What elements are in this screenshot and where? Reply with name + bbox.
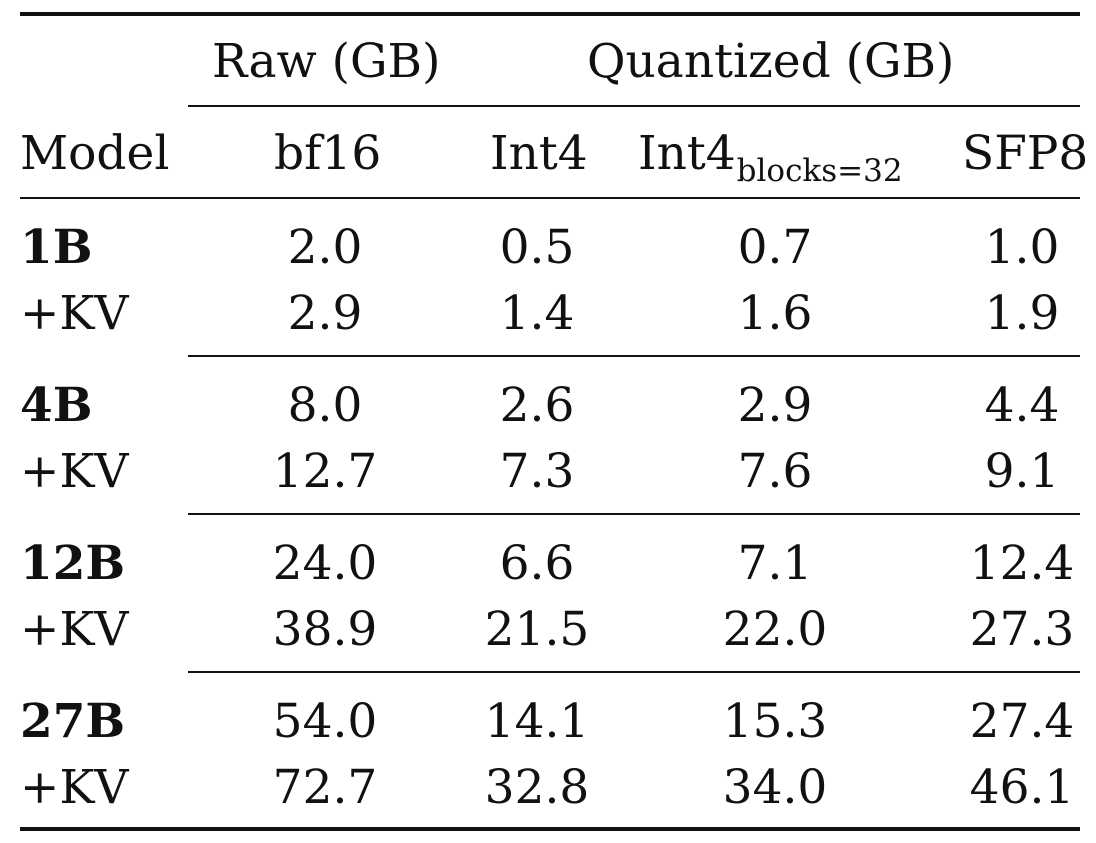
table-row-int4-blocks-cell: 34.0 <box>722 760 828 815</box>
table-row-bf16-cell: 2.9 <box>287 286 363 341</box>
table-row-sfp8-cell: 27.3 <box>969 602 1075 657</box>
table-row-int4-blocks-cell: 0.7 <box>737 220 813 275</box>
table-row-model-cell: 1B <box>20 220 93 275</box>
column-header-sfp8: SFP8 <box>962 126 1089 181</box>
table-row-model-cell: 12B <box>20 536 126 591</box>
table-row-int4-blocks-cell: 7.1 <box>737 536 813 591</box>
raw-group-header: Raw (GB) <box>212 34 441 89</box>
table-row-sfp8-cell: 9.1 <box>984 444 1060 499</box>
table-row-bf16-cell: 38.9 <box>272 602 378 657</box>
table-row-int4-blocks-cell: 1.6 <box>737 286 813 341</box>
table-row-model-cell: +KV <box>20 602 129 657</box>
table-row-int4-blocks-cell: 2.9 <box>737 378 813 433</box>
column-header-model: Model <box>20 126 170 181</box>
table-row-model-cell: +KV <box>20 760 129 815</box>
table-row-int4-blocks-cell: 7.6 <box>737 444 813 499</box>
table-row-int4-cell: 6.6 <box>499 536 575 591</box>
table-row-int4-cell: 7.3 <box>499 444 575 499</box>
table-row-sfp8-cell: 1.9 <box>984 286 1060 341</box>
table-row-sfp8-cell: 1.0 <box>984 220 1060 275</box>
table-row-int4-cell: 1.4 <box>499 286 575 341</box>
table-row-bf16-cell: 8.0 <box>287 378 363 433</box>
table-row-model-cell: +KV <box>20 286 129 341</box>
group-separator-2 <box>188 513 1080 515</box>
table-row-sfp8-cell: 4.4 <box>984 378 1060 433</box>
group-header-rule <box>188 105 1080 107</box>
table-row-int4-blocks-cell: 22.0 <box>722 602 828 657</box>
group-separator-3 <box>188 671 1080 673</box>
quantized-group-header: Quantized (GB) <box>587 34 955 89</box>
table-row-int4-cell: 32.8 <box>484 760 590 815</box>
table-row-int4-cell: 21.5 <box>484 602 590 657</box>
table-row-int4-cell: 0.5 <box>499 220 575 275</box>
column-header-int4-blocks: Int4blocks=32 <box>638 130 903 187</box>
group-separator-1 <box>188 355 1080 357</box>
table-row-int4-cell: 2.6 <box>499 378 575 433</box>
table-row-model-cell: 4B <box>20 378 93 433</box>
table-row-sfp8-cell: 46.1 <box>969 760 1075 815</box>
table-row-sfp8-cell: 27.4 <box>969 694 1075 749</box>
bottom-rule <box>20 827 1080 831</box>
table-row-int4-blocks-cell: 15.3 <box>722 694 828 749</box>
column-header-int4: Int4 <box>490 126 588 181</box>
table-row-model-cell: 27B <box>20 694 126 749</box>
table-row-bf16-cell: 2.0 <box>287 220 363 275</box>
column-header-int4-blocks-main: Int4 <box>638 126 736 181</box>
column-header-int4-blocks-subscript: blocks=32 <box>736 153 903 189</box>
table-row-bf16-cell: 24.0 <box>272 536 378 591</box>
column-header-bf16: bf16 <box>274 126 382 181</box>
table-row-model-cell: +KV <box>20 444 129 499</box>
header-bottom-rule <box>20 197 1080 199</box>
table-row-int4-cell: 14.1 <box>484 694 590 749</box>
table-row-bf16-cell: 72.7 <box>272 760 378 815</box>
table-row-sfp8-cell: 12.4 <box>969 536 1075 591</box>
table-row-bf16-cell: 54.0 <box>272 694 378 749</box>
top-rule <box>20 12 1080 16</box>
table-row-bf16-cell: 12.7 <box>272 444 378 499</box>
